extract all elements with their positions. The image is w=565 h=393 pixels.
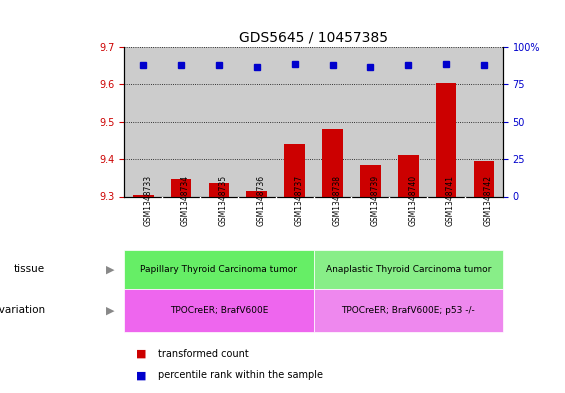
Bar: [246, 191, 267, 196]
Text: GSM1348736: GSM1348736: [257, 175, 266, 226]
Bar: [473, 161, 494, 196]
Bar: [162, 47, 200, 196]
Text: tissue: tissue: [14, 264, 45, 274]
Text: transformed count: transformed count: [158, 349, 249, 359]
Bar: [351, 47, 389, 196]
Title: GDS5645 / 10457385: GDS5645 / 10457385: [239, 31, 388, 44]
Bar: [322, 129, 343, 196]
Bar: [465, 47, 503, 196]
Text: genotype/variation: genotype/variation: [0, 305, 45, 316]
Text: GSM1348739: GSM1348739: [371, 175, 379, 226]
Bar: [284, 144, 305, 196]
Text: Papillary Thyroid Carcinoma tumor: Papillary Thyroid Carcinoma tumor: [141, 265, 297, 274]
Text: GSM1348740: GSM1348740: [408, 175, 417, 226]
Bar: [389, 47, 427, 196]
Text: TPOCreER; BrafV600E; p53 -/-: TPOCreER; BrafV600E; p53 -/-: [341, 306, 475, 315]
Text: Anaplastic Thyroid Carcinoma tumor: Anaplastic Thyroid Carcinoma tumor: [325, 265, 491, 274]
Text: GSM1348737: GSM1348737: [295, 175, 303, 226]
Text: GSM1348733: GSM1348733: [144, 175, 152, 226]
Text: ▶: ▶: [106, 305, 115, 316]
Text: GSM1348734: GSM1348734: [181, 175, 190, 226]
Bar: [314, 47, 351, 196]
Bar: [200, 47, 238, 196]
Bar: [360, 165, 381, 196]
Bar: [124, 47, 162, 196]
Text: TPOCreER; BrafV600E: TPOCreER; BrafV600E: [170, 306, 268, 315]
Text: ■: ■: [136, 370, 146, 380]
Bar: [398, 156, 419, 196]
Text: ▶: ▶: [106, 264, 115, 274]
Bar: [427, 47, 465, 196]
Bar: [276, 47, 314, 196]
Bar: [133, 195, 154, 196]
Text: GSM1348741: GSM1348741: [446, 175, 455, 226]
Bar: [171, 178, 192, 196]
Text: GSM1348735: GSM1348735: [219, 175, 228, 226]
Text: GSM1348742: GSM1348742: [484, 175, 493, 226]
Bar: [238, 47, 276, 196]
Text: percentile rank within the sample: percentile rank within the sample: [158, 370, 323, 380]
Bar: [436, 83, 457, 196]
Text: GSM1348738: GSM1348738: [333, 175, 341, 226]
Text: ■: ■: [136, 349, 146, 359]
Bar: [208, 184, 229, 196]
